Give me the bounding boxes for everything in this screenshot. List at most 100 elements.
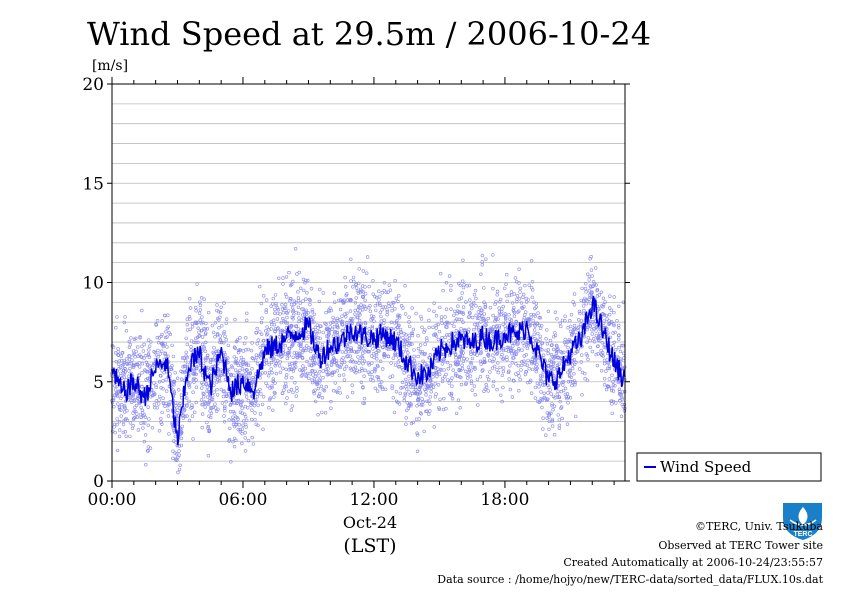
scatter-point (117, 367, 121, 371)
scatter-point (233, 317, 237, 322)
scatter-point (507, 345, 511, 350)
scatter-point (157, 398, 161, 402)
credit-copyright: ©TERC, Univ. Tsukuba (694, 520, 823, 533)
scatter-point (279, 352, 283, 356)
scatter-point (512, 306, 516, 310)
scatter-point (415, 433, 420, 437)
scatter-point (200, 386, 204, 390)
scatter-point (492, 357, 496, 361)
scatter-point (231, 440, 235, 444)
scatter-point (310, 308, 314, 312)
scatter-point (482, 286, 486, 290)
scatter-point (343, 285, 348, 289)
scatter-point (596, 344, 600, 348)
scatter-point (306, 278, 310, 283)
scatter-point (515, 294, 520, 298)
scatter-point (594, 283, 598, 287)
scatter-point (116, 353, 120, 357)
scatter-point (146, 423, 151, 427)
scatter-point (267, 328, 271, 332)
scatter-point (371, 279, 375, 283)
scatter-point (122, 375, 126, 379)
scatter-point (142, 356, 146, 360)
scatter-point (358, 358, 362, 363)
scatter-point (215, 393, 220, 397)
scatter-point (505, 272, 509, 277)
scatter-point (605, 317, 609, 321)
scatter-point (117, 362, 121, 367)
scatter-point (352, 369, 357, 373)
scatter-point (437, 329, 442, 334)
scatter-point (563, 392, 567, 397)
scatter-point (198, 318, 202, 322)
scatter-point (314, 399, 318, 404)
scatter-point (311, 354, 316, 358)
scatter-point (253, 411, 257, 415)
scatter-point (220, 324, 224, 328)
scatter-point (424, 389, 428, 393)
scatter-point (301, 277, 306, 282)
scatter-point (121, 422, 126, 427)
scatter-point (148, 446, 153, 450)
scatter-point (134, 336, 138, 340)
scatter-point (155, 319, 160, 323)
scatter-point (228, 403, 233, 407)
scatter-point (204, 331, 208, 335)
scatter-point (566, 326, 570, 330)
scatter-point (317, 370, 322, 374)
scatter-point (116, 402, 120, 406)
scatter-point (548, 388, 552, 392)
scatter-point (202, 361, 206, 366)
scatter-point (259, 392, 263, 396)
scatter-point (517, 281, 521, 285)
scatter-point (454, 411, 459, 416)
scatter-point (287, 339, 291, 343)
scatter-point (607, 377, 611, 381)
scatter-point (501, 385, 505, 390)
scatter-point (595, 363, 600, 368)
scatter-point (436, 322, 440, 327)
scatter-point (121, 419, 126, 423)
scatter-point (441, 358, 446, 362)
scatter-point (316, 386, 321, 391)
scatter-point (457, 317, 461, 321)
scatter-point (292, 366, 296, 370)
scatter-point (452, 313, 456, 318)
scatter-point (127, 354, 131, 358)
scatter-point (558, 321, 562, 325)
scatter-point (254, 353, 259, 357)
scatter-point (371, 292, 375, 296)
scatter-point (292, 361, 297, 365)
scatter-point (378, 383, 382, 387)
scatter-point (387, 304, 391, 308)
scatter-point (432, 309, 436, 314)
scatter-point (358, 318, 362, 323)
scatter-point (170, 343, 174, 348)
scatter-point (284, 384, 288, 389)
scatter-point (534, 367, 538, 371)
scatter-point (213, 402, 217, 406)
scatter-point (537, 315, 542, 320)
scatter-point (419, 403, 424, 407)
scatter-point (577, 309, 582, 314)
scatter-point (524, 370, 528, 374)
scatter-point (178, 463, 182, 467)
scatter-point (497, 309, 502, 314)
scatter-point (294, 301, 298, 305)
scatter-point (210, 394, 215, 398)
scatter-point (362, 396, 367, 401)
scatter-point (501, 347, 506, 351)
scatter-point (281, 351, 286, 355)
scatter-point (361, 308, 365, 312)
scatter-point (271, 357, 276, 362)
scatter-point (545, 397, 550, 402)
scatter-point (591, 280, 596, 284)
scatter-point (160, 422, 164, 426)
scatter-point (313, 325, 317, 330)
scatter-point (377, 298, 381, 302)
scatter-point (276, 308, 280, 312)
scatter-point (555, 349, 559, 354)
scatter-point (381, 367, 385, 371)
scatter-point (209, 415, 213, 420)
scatter-point (156, 355, 160, 359)
